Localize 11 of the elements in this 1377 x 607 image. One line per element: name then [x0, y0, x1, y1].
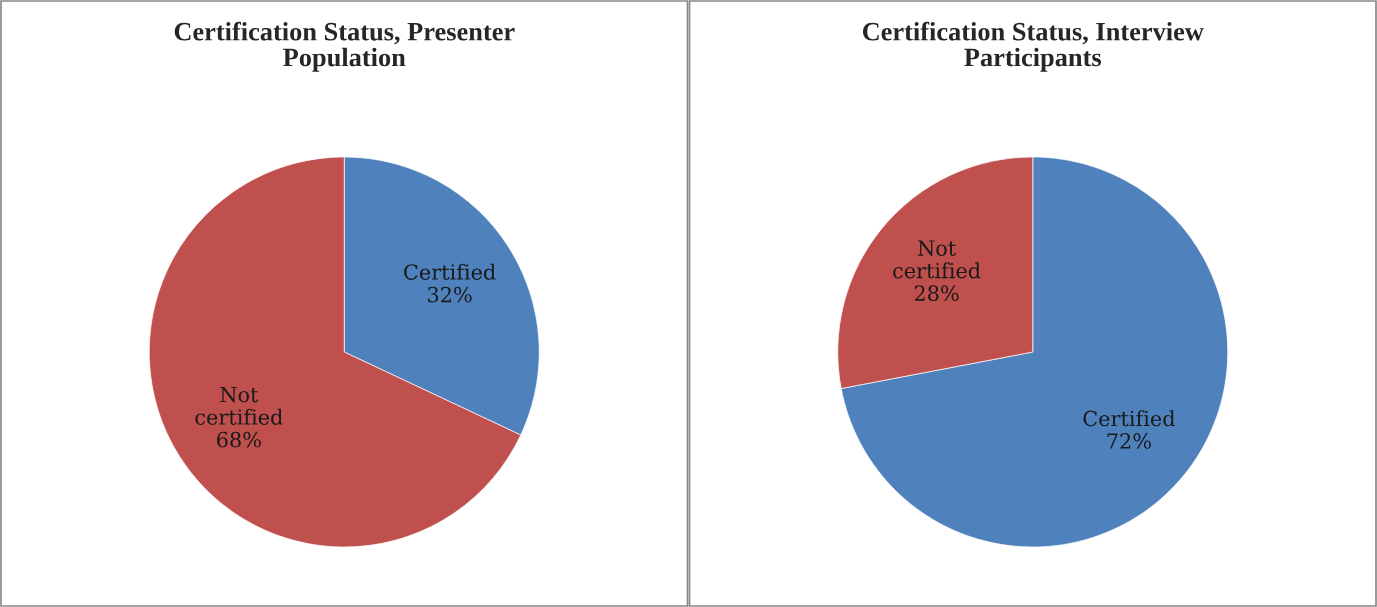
slice-label: Not certified — [195, 386, 283, 425]
data-label: 72% — [1107, 433, 1151, 449]
data-label: 28% — [914, 285, 959, 302]
pie-slice — [840, 156, 1229, 548]
chart-title: Certification Status, Interview Participants — [862, 21, 1204, 72]
slice-label: Certified — [1083, 410, 1175, 427]
slice-label: Certified — [404, 263, 496, 280]
data-label: 32% — [428, 286, 472, 303]
slice-label: Not certified — [893, 240, 981, 279]
data-label: 68% — [217, 431, 261, 448]
chart-title: Certification Status, Presenter Population — [174, 21, 515, 72]
